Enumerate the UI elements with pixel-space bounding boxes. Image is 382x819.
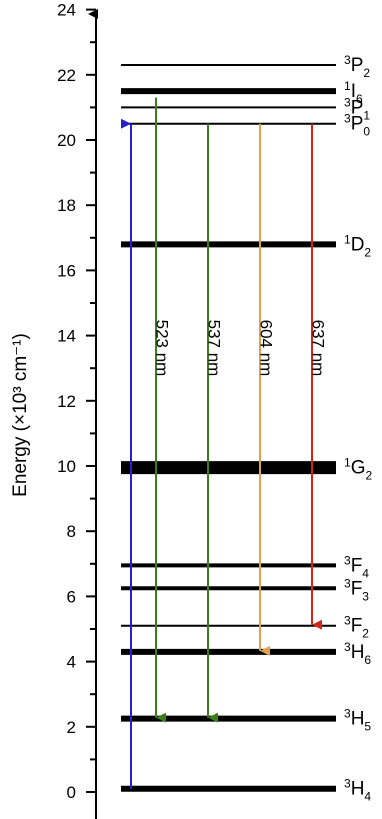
axis-tick-label: 2 — [67, 718, 76, 737]
level-3H6-label: 3H6 — [344, 640, 371, 667]
axis-tick-label: 24 — [57, 1, 76, 20]
axis-title: Energy (×10³ cm⁻¹) — [10, 333, 31, 497]
transition-t637-label: 637 nm — [309, 320, 328, 377]
transitions: 523 nm 537 nm 604 nm 637 nm — [121, 97, 328, 789]
level-3P2-label: 3P2 — [344, 53, 370, 80]
transition-t523-label: 523 nm — [153, 320, 172, 377]
level-3P0-label: 3P0 — [344, 112, 370, 139]
level-1D2-label: 1D2 — [344, 232, 371, 259]
axis-tick-label: 22 — [57, 66, 76, 85]
level-3H5-label: 3H5 — [344, 707, 371, 734]
axis-tick-label: 4 — [67, 653, 76, 672]
transition-t604-label: 604 nm — [257, 320, 276, 377]
level-1G2-label: 1G2 — [344, 456, 372, 483]
level-3H4-label: 3H4 — [344, 777, 371, 804]
axis-tick-label: 12 — [57, 392, 76, 411]
axis-tick-label: 18 — [57, 196, 76, 215]
transition-t537-label: 537 nm — [205, 320, 224, 377]
axis-tick-label: 20 — [57, 131, 76, 150]
axis-tick-label: 14 — [57, 327, 76, 346]
level-3F2-label: 3F2 — [344, 614, 369, 641]
level-3F3-label: 3F3 — [344, 576, 369, 603]
axis-tick-label: 0 — [67, 783, 76, 802]
level-1I6-label: 1I6 — [344, 79, 363, 106]
axis-tick-label: 10 — [57, 457, 76, 476]
axis-tick-label: 16 — [57, 261, 76, 280]
level-3F4-label: 3F4 — [344, 553, 369, 580]
axis-tick-label: 6 — [67, 587, 76, 606]
axis-tick-label: 8 — [67, 522, 76, 541]
level-3P1-label: 3P1 — [344, 95, 370, 122]
